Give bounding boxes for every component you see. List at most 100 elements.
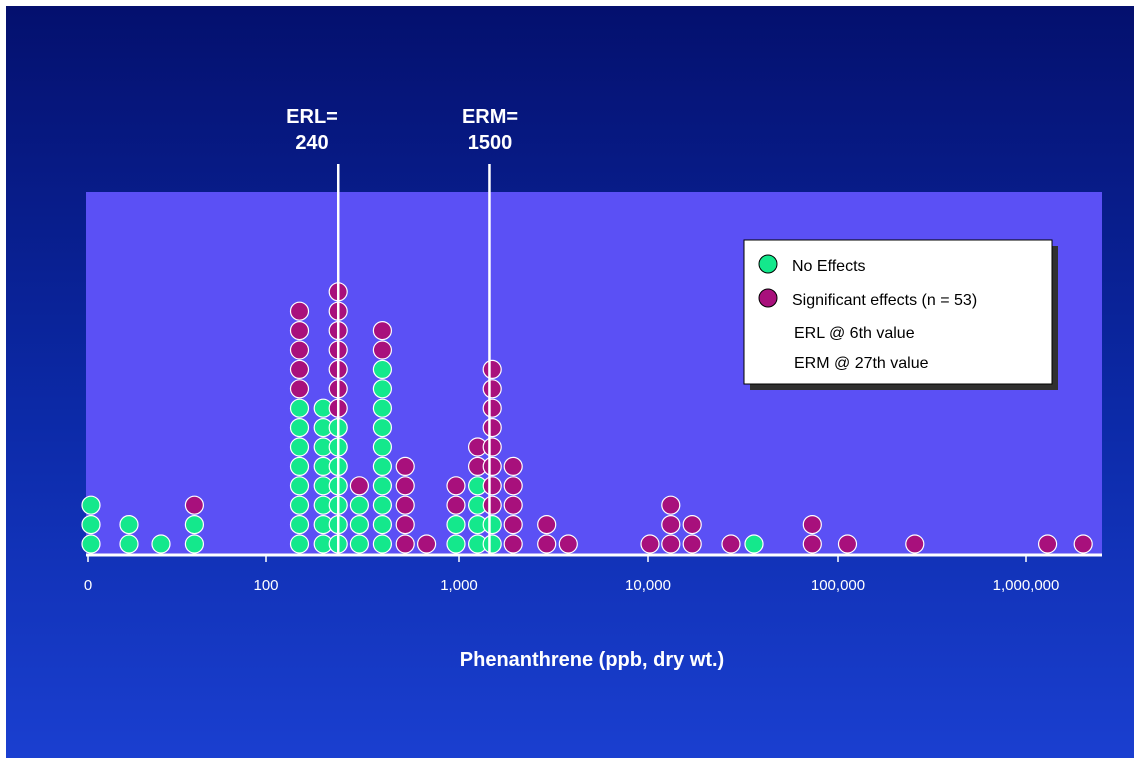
erl-label-line1: ERL=: [286, 106, 338, 128]
significant-effect-point: [503, 534, 523, 554]
significant-effect-point: [372, 340, 392, 360]
no-effect-point: [119, 534, 139, 554]
significant-effect-point: [905, 534, 925, 554]
significant-effect-point: [682, 514, 702, 535]
significant-effect-point: [446, 495, 466, 515]
dot-plot-chart: ERL= 240 ERM= 1500 0 100 1,000 10,000 10…: [81, 106, 1102, 671]
significant-effect-point: [289, 321, 310, 341]
significant-effect-point: [395, 514, 415, 535]
no-effect-point: [289, 534, 310, 554]
significant-effect-point: [1037, 534, 1058, 554]
no-effect-point: [372, 495, 392, 515]
significant-effect-point: [289, 340, 310, 360]
significant-effect-point: [503, 476, 523, 496]
no-effect-point: [289, 514, 310, 535]
x-axis-ticks: [87, 555, 1027, 562]
x-tick-label-100000: 100,000: [811, 577, 865, 594]
significant-effect-point: [537, 514, 557, 535]
significant-effect-point: [482, 398, 502, 418]
significant-effect-point: [482, 359, 502, 379]
no-effect-point: [289, 437, 310, 457]
x-tick-label-1000000: 1,000,000: [993, 577, 1060, 594]
significant-effect-point: [417, 534, 437, 554]
significant-effect-point: [395, 534, 415, 554]
legend-erm-note: ERM @ 27th value: [794, 355, 929, 372]
significant-effect-point: [482, 379, 502, 399]
x-axis-title: Phenanthrene (ppb, dry wt.): [460, 649, 724, 671]
significant-effect-point: [682, 534, 702, 554]
x-tick-label-0: 0: [84, 577, 92, 594]
significant-effect-point: [482, 418, 502, 438]
no-effect-point: [744, 534, 764, 554]
legend-box: [743, 239, 1053, 385]
significant-effect-point: [661, 495, 681, 515]
significant-effect-point: [395, 456, 415, 476]
no-effect-point: [446, 514, 466, 535]
no-effect-point: [372, 437, 392, 457]
no-effect-point: [289, 495, 310, 515]
no-effect-point: [349, 534, 369, 554]
no-effect-point: [289, 456, 310, 476]
significant-effect-point: [349, 476, 369, 496]
significant-effect-point: [503, 514, 523, 535]
significant-effect-point: [503, 456, 523, 476]
legend: No Effects Significant effects (n = 53) …: [743, 239, 1058, 390]
no-effect-point: [372, 456, 392, 476]
no-effect-point: [482, 534, 502, 554]
no-effect-point: [349, 495, 369, 515]
no-effect-point: [446, 534, 466, 554]
x-tick-label-100: 100: [253, 577, 278, 594]
legend-significant-marker: [758, 288, 778, 308]
erm-label-line2: 1500: [468, 132, 513, 154]
no-effect-point: [372, 534, 392, 554]
slide-background: ERL= 240 ERM= 1500 0 100 1,000 10,000 10…: [6, 6, 1134, 758]
significant-effect-point: [661, 514, 681, 535]
significant-effect-point: [184, 495, 204, 515]
x-tick-label-1000: 1,000: [440, 577, 478, 594]
significant-effect-point: [395, 476, 415, 496]
significant-effect-point: [558, 534, 578, 554]
significant-effect-point: [446, 476, 466, 496]
significant-effect-point: [289, 301, 310, 321]
no-effect-point: [482, 514, 502, 535]
significant-effect-point: [289, 379, 310, 399]
no-effect-point: [184, 534, 204, 554]
significant-effect-point: [395, 495, 415, 515]
significant-effect-point: [503, 495, 523, 515]
no-effect-point: [372, 476, 392, 496]
no-effect-point: [372, 398, 392, 418]
no-effect-point: [349, 514, 369, 535]
significant-effect-point: [640, 534, 660, 554]
legend-no-effects-marker: [758, 254, 778, 274]
significant-effect-point: [721, 534, 741, 554]
legend-significant-label: Significant effects (n = 53): [792, 292, 977, 309]
erm-label-line1: ERM=: [462, 106, 518, 128]
legend-no-effects-label: No Effects: [792, 258, 866, 275]
no-effect-point: [289, 476, 310, 496]
significant-effect-point: [661, 534, 681, 554]
significant-effect-point: [837, 534, 858, 554]
no-effect-point: [372, 514, 392, 535]
no-effect-point: [372, 359, 392, 379]
erl-label-line2: 240: [295, 132, 328, 154]
no-effect-point: [372, 379, 392, 399]
significant-effect-point: [537, 534, 557, 554]
no-effect-point: [81, 495, 101, 515]
significant-effect-point: [482, 495, 502, 515]
no-effect-point: [372, 418, 392, 438]
no-effect-point: [289, 398, 310, 418]
significant-effect-point: [802, 514, 822, 535]
no-effect-point: [81, 534, 101, 554]
x-tick-label-10000: 10,000: [625, 577, 671, 594]
no-effect-point: [184, 514, 204, 535]
no-effect-point: [81, 514, 101, 535]
no-effect-point: [151, 534, 171, 554]
significant-effect-point: [482, 456, 502, 476]
significant-effect-point: [1073, 534, 1093, 554]
no-effect-point: [119, 514, 139, 535]
significant-effect-point: [289, 359, 310, 379]
significant-effect-point: [802, 534, 822, 554]
no-effect-point: [289, 418, 310, 438]
significant-effect-point: [372, 321, 392, 341]
significant-effect-point: [482, 437, 502, 457]
